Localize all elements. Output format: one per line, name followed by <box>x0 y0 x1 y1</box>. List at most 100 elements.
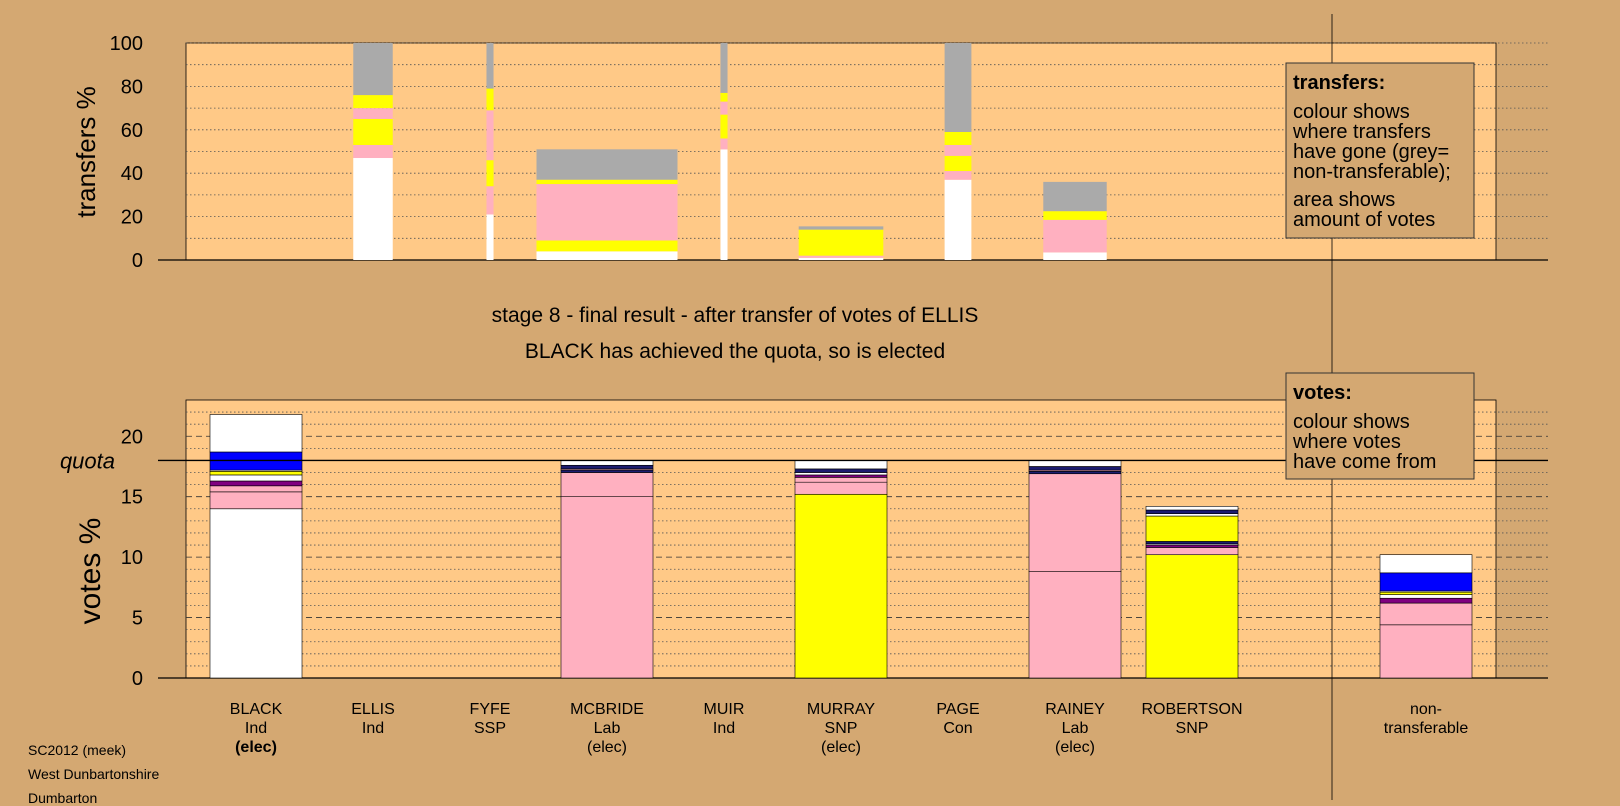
candidate-party-label: transferable <box>1384 720 1469 737</box>
transfer-segment-ellis <box>353 118 393 145</box>
quota-label: quota <box>60 448 115 473</box>
candidate-name-label: MUIR <box>704 701 745 718</box>
transfer-segment-fyfe <box>486 88 494 111</box>
candidate-name-label: ELLIS <box>351 701 395 718</box>
votes-tick-label: 20 <box>121 426 143 448</box>
vote-segment-rainey <box>1028 571 1122 679</box>
vote-segment-murray <box>794 460 888 470</box>
votes-legend-heading: votes: <box>1293 382 1352 404</box>
transfer-segment-muir <box>720 114 728 139</box>
footer-election: SC2012 (meek) <box>28 742 127 758</box>
candidate-name-label: BLACK <box>230 701 283 718</box>
vote-segment-mcbride <box>560 460 654 466</box>
transfer-segment-page <box>944 43 972 132</box>
transfers-tick-label: 60 <box>121 120 143 142</box>
transfer-segment-murray <box>798 229 884 256</box>
candidate-party-label: Lab <box>594 720 621 737</box>
transfers-axis-label: transfers % <box>71 86 101 218</box>
transfers-tick-label: 100 <box>110 33 143 55</box>
candidate-party-label: SSP <box>474 720 506 737</box>
transfer-segment-page <box>944 131 972 145</box>
vote-segment-mcbride <box>560 464 654 470</box>
transfer-segment-fyfe <box>486 43 494 89</box>
vote-segment-non <box>1379 591 1473 595</box>
transfer-segment-fyfe <box>486 186 494 215</box>
candidate-party-label: Ind <box>362 720 384 737</box>
transfers-legend-text: have gone (grey= <box>1293 141 1449 163</box>
stage-title: stage 8 - final result - after transfer … <box>492 304 979 327</box>
transfer-segment-ellis <box>353 95 393 109</box>
vote-segment-murray <box>794 477 888 483</box>
transfers-legend-text: colour shows <box>1293 101 1410 123</box>
vote-segment-robertson <box>1145 547 1239 556</box>
vote-segment-non <box>1379 597 1473 604</box>
vote-segment-rainey <box>1028 471 1122 475</box>
transfer-segment-murray <box>798 226 884 230</box>
vote-segment-non <box>1379 554 1473 574</box>
footer-council: West Dunbartonshire <box>28 766 160 782</box>
vote-segment-murray <box>794 474 888 478</box>
vote-segment-non <box>1379 624 1473 679</box>
transfer-segment-muir <box>720 92 728 102</box>
transfers-legend-text: area shows <box>1293 189 1395 211</box>
candidate-name-label: PAGE <box>936 701 979 718</box>
transfers-legend-heading: transfers: <box>1293 72 1385 94</box>
votes-tick-label: 15 <box>121 487 143 509</box>
vote-segment-black <box>209 508 303 679</box>
transfers-tick-label: 40 <box>121 163 143 185</box>
transfer-segment-muir <box>720 43 728 93</box>
votes-legend-text: colour shows <box>1293 411 1410 433</box>
vote-segment-black <box>209 491 303 510</box>
vote-segment-robertson <box>1145 509 1239 514</box>
transfer-segment-mcbride <box>536 149 678 180</box>
vote-segment-non <box>1379 602 1473 626</box>
transfer-segment-muir <box>720 138 728 150</box>
vote-segment-robertson <box>1145 506 1239 511</box>
vote-segment-robertson <box>1145 513 1239 517</box>
transfer-segment-muir <box>720 149 728 260</box>
transfer-segment-mcbride <box>536 251 678 260</box>
transfer-segment-rainey <box>1043 252 1107 260</box>
transfer-segment-fyfe <box>486 214 494 260</box>
transfer-segment-page <box>944 144 972 156</box>
transfers-tick-label: 80 <box>121 76 143 98</box>
votes-axis-label: votes % <box>74 518 107 625</box>
transfers-legend-text: amount of votes <box>1293 209 1435 231</box>
vote-segment-black <box>209 480 303 487</box>
candidate-party-label: Lab <box>1062 720 1089 737</box>
vote-segment-black <box>209 414 303 453</box>
vote-segment-black <box>209 471 303 476</box>
transfer-segment-fyfe <box>486 160 494 187</box>
vote-segment-murray <box>794 493 888 679</box>
candidate-party-label: SNP <box>825 720 858 737</box>
vote-segment-robertson <box>1145 544 1239 548</box>
votes-legend-text: where votes <box>1292 431 1401 453</box>
transfers-tick-label: 0 <box>132 250 143 272</box>
votes-legend-text: have come from <box>1293 451 1436 473</box>
transfer-segment-page <box>944 155 972 172</box>
vote-segment-mcbride <box>560 469 654 473</box>
candidate-status-label: (elec) <box>587 739 627 756</box>
vote-segment-rainey <box>1028 473 1122 572</box>
vote-segment-murray <box>794 468 888 473</box>
transfer-segment-page <box>944 179 972 260</box>
vote-segment-murray <box>794 481 888 495</box>
footer-ward: Dumbarton <box>28 790 98 806</box>
vote-segment-mcbride <box>560 472 654 497</box>
candidate-party-label: Ind <box>713 720 735 737</box>
vote-segment-non <box>1379 594 1473 599</box>
transfer-segment-rainey <box>1043 219 1107 253</box>
candidate-status-label: (elec) <box>1055 739 1095 756</box>
votes-tick-label: 10 <box>121 547 143 569</box>
transfers-legend-box <box>1285 62 1475 239</box>
vote-segment-black <box>209 474 303 482</box>
transfers-legend-text: non-transferable); <box>1293 161 1451 183</box>
transfer-segment-mcbride <box>536 240 678 252</box>
vote-segment-robertson <box>1145 554 1239 679</box>
vote-segment-rainey <box>1028 466 1122 471</box>
vote-segment-robertson <box>1145 515 1239 542</box>
transfer-segment-murray <box>798 257 884 260</box>
candidate-name-label: MCBRIDE <box>570 701 644 718</box>
